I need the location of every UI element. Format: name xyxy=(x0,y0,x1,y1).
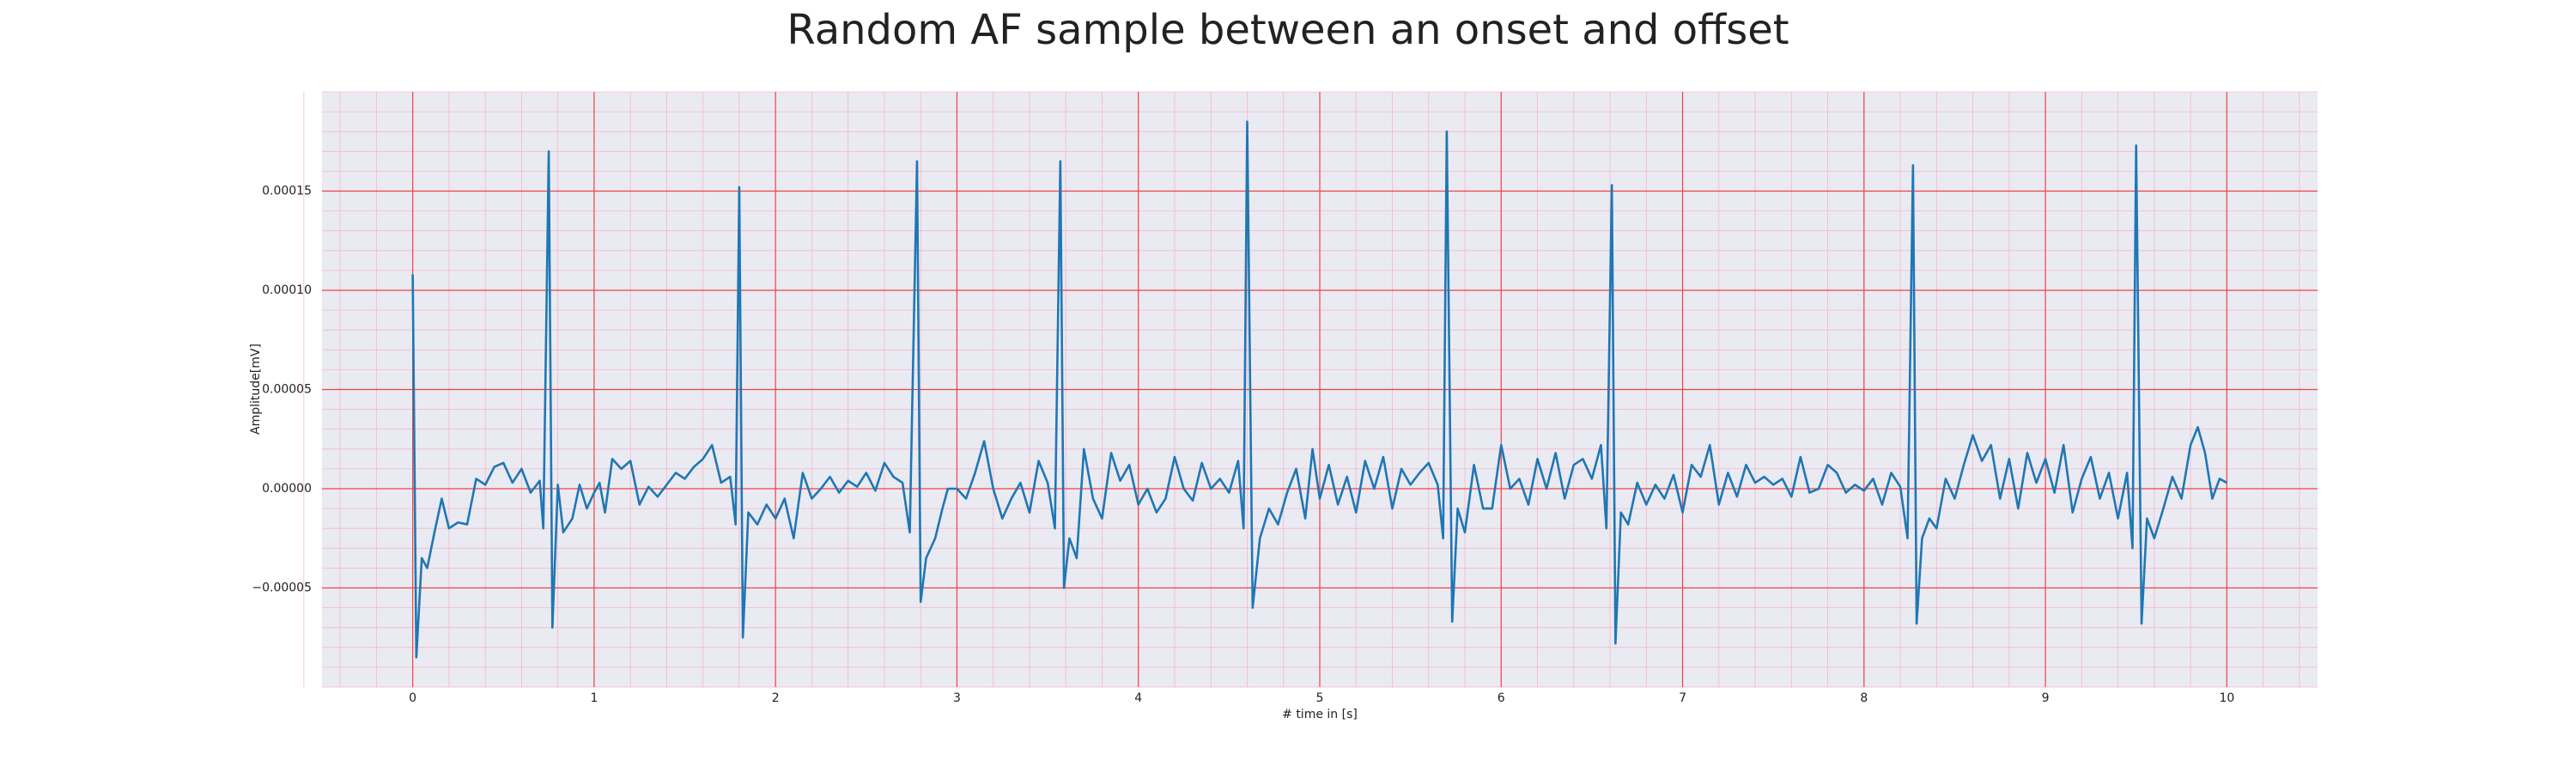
x-tick-label: 10 xyxy=(2219,691,2234,705)
x-tick-label: 7 xyxy=(1679,691,1686,705)
x-tick-label: 2 xyxy=(772,691,780,705)
y-axis-label: Amplitude[mV] xyxy=(249,344,263,435)
y-tick-label: 0.00010 xyxy=(262,283,312,297)
x-tick-label: 1 xyxy=(590,691,598,705)
y-tick-label: 0.00015 xyxy=(262,185,312,198)
x-tick-label: 8 xyxy=(1860,691,1868,705)
x-tick-label: 3 xyxy=(953,691,961,705)
y-tick-label: 0.00000 xyxy=(262,482,312,496)
x-tick-label: 5 xyxy=(1316,691,1324,705)
x-tick-label: 4 xyxy=(1134,691,1142,705)
x-tick-label: 6 xyxy=(1498,691,1505,705)
y-tick-label: −0.00005 xyxy=(252,581,312,595)
x-tick-label: 0 xyxy=(409,691,416,705)
y-tick-label: 0.00005 xyxy=(262,383,312,397)
data-line xyxy=(411,120,2227,659)
x-axis-label: # time in [s] xyxy=(1282,708,1358,721)
x-tick-label: 9 xyxy=(2042,691,2050,705)
chart-title: Random AF sample between an onset and of… xyxy=(787,6,1789,54)
